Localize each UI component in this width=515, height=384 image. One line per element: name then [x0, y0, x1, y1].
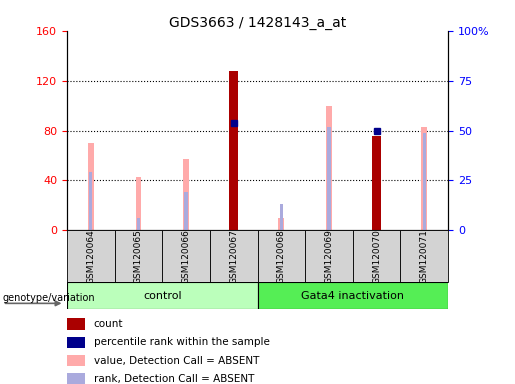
Text: GSM120068: GSM120068	[277, 229, 286, 284]
Text: GSM120065: GSM120065	[134, 229, 143, 284]
Text: control: control	[143, 291, 182, 301]
Bar	[67, 282, 258, 309]
Bar	[421, 127, 427, 230]
Bar	[67, 355, 85, 366]
Bar	[258, 230, 305, 282]
Bar	[279, 218, 284, 230]
Bar	[229, 71, 238, 230]
Bar	[67, 318, 85, 330]
Bar	[184, 192, 187, 230]
Bar	[89, 172, 92, 230]
Bar	[135, 177, 141, 230]
Bar	[162, 230, 210, 282]
Bar	[88, 143, 94, 230]
Text: value, Detection Call = ABSENT: value, Detection Call = ABSENT	[94, 356, 259, 366]
Bar	[137, 218, 140, 230]
Bar	[67, 230, 115, 282]
Bar	[328, 127, 331, 230]
Title: GDS3663 / 1428143_a_at: GDS3663 / 1428143_a_at	[169, 16, 346, 30]
Text: GSM120066: GSM120066	[182, 229, 191, 284]
Text: Gata4 inactivation: Gata4 inactivation	[301, 291, 404, 301]
Bar	[305, 230, 353, 282]
Bar	[326, 106, 332, 230]
Text: percentile rank within the sample: percentile rank within the sample	[94, 338, 270, 348]
Bar	[258, 282, 448, 309]
Bar	[280, 204, 283, 230]
Text: GSM120071: GSM120071	[420, 229, 428, 284]
Text: GSM120069: GSM120069	[324, 229, 333, 284]
Bar	[423, 132, 426, 230]
Text: rank, Detection Call = ABSENT: rank, Detection Call = ABSENT	[94, 374, 254, 384]
Bar	[114, 230, 162, 282]
Bar	[67, 336, 85, 348]
Text: count: count	[94, 319, 123, 329]
Text: genotype/variation: genotype/variation	[3, 293, 95, 303]
Text: GSM120064: GSM120064	[87, 229, 95, 284]
Bar	[210, 230, 258, 282]
Bar	[67, 373, 85, 384]
Bar	[401, 230, 448, 282]
Text: GSM120070: GSM120070	[372, 229, 381, 284]
Bar	[183, 159, 189, 230]
Text: GSM120067: GSM120067	[229, 229, 238, 284]
Bar	[372, 136, 381, 230]
Bar	[353, 230, 401, 282]
